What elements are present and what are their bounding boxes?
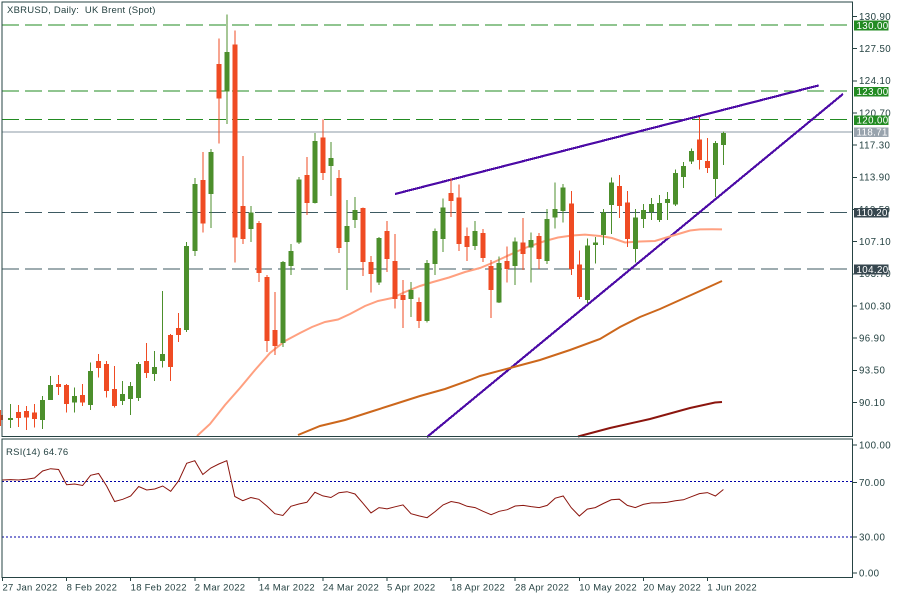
- svg-text:130.00: 130.00: [857, 21, 889, 32]
- svg-text:28 Apr 2022: 28 Apr 2022: [515, 582, 569, 593]
- svg-text:120.70: 120.70: [859, 108, 891, 119]
- svg-text:14 Mar 2022: 14 Mar 2022: [259, 582, 315, 593]
- svg-text:93.50: 93.50: [859, 366, 885, 377]
- svg-text:24 Mar 2022: 24 Mar 2022: [323, 582, 379, 593]
- svg-text:30.00: 30.00: [859, 532, 885, 543]
- svg-text:RSI(14) 64.76: RSI(14) 64.76: [6, 447, 68, 458]
- svg-text:103.70: 103.70: [859, 269, 891, 280]
- svg-text:127.50: 127.50: [859, 44, 891, 55]
- svg-text:100.30: 100.30: [859, 301, 891, 312]
- svg-text:XBRUSD, Daily: UK Brent (Spot: XBRUSD, Daily: UK Brent (Spot): [7, 5, 156, 16]
- svg-text:2 Mar 2022: 2 Mar 2022: [195, 582, 246, 593]
- svg-text:1 Jun 2022: 1 Jun 2022: [707, 582, 757, 593]
- svg-text:124.10: 124.10: [859, 76, 891, 87]
- svg-text:18 Apr 2022: 18 Apr 2022: [451, 582, 505, 593]
- svg-text:0.00: 0.00: [859, 568, 880, 579]
- svg-text:118.71: 118.71: [857, 128, 888, 139]
- svg-text:120.00: 120.00: [857, 115, 889, 126]
- svg-text:117.30: 117.30: [859, 141, 891, 152]
- svg-text:10 May 2022: 10 May 2022: [579, 582, 637, 593]
- svg-text:20 May 2022: 20 May 2022: [643, 582, 701, 593]
- svg-text:96.90: 96.90: [859, 333, 885, 344]
- svg-text:130.90: 130.90: [859, 12, 891, 23]
- svg-text:27 Jan 2022: 27 Jan 2022: [3, 582, 58, 593]
- svg-text:5 Apr 2022: 5 Apr 2022: [387, 582, 435, 593]
- svg-text:123.00: 123.00: [857, 87, 889, 98]
- svg-text:110.20: 110.20: [857, 208, 889, 219]
- svg-text:113.90: 113.90: [859, 173, 891, 184]
- svg-text:100.00: 100.00: [859, 440, 891, 451]
- svg-text:8 Feb 2022: 8 Feb 2022: [67, 582, 118, 593]
- svg-text:104.20: 104.20: [857, 265, 889, 276]
- svg-text:107.10: 107.10: [859, 237, 891, 248]
- svg-text:90.10: 90.10: [859, 398, 885, 409]
- svg-text:18 Feb 2022: 18 Feb 2022: [131, 582, 187, 593]
- svg-text:70.00: 70.00: [859, 478, 885, 489]
